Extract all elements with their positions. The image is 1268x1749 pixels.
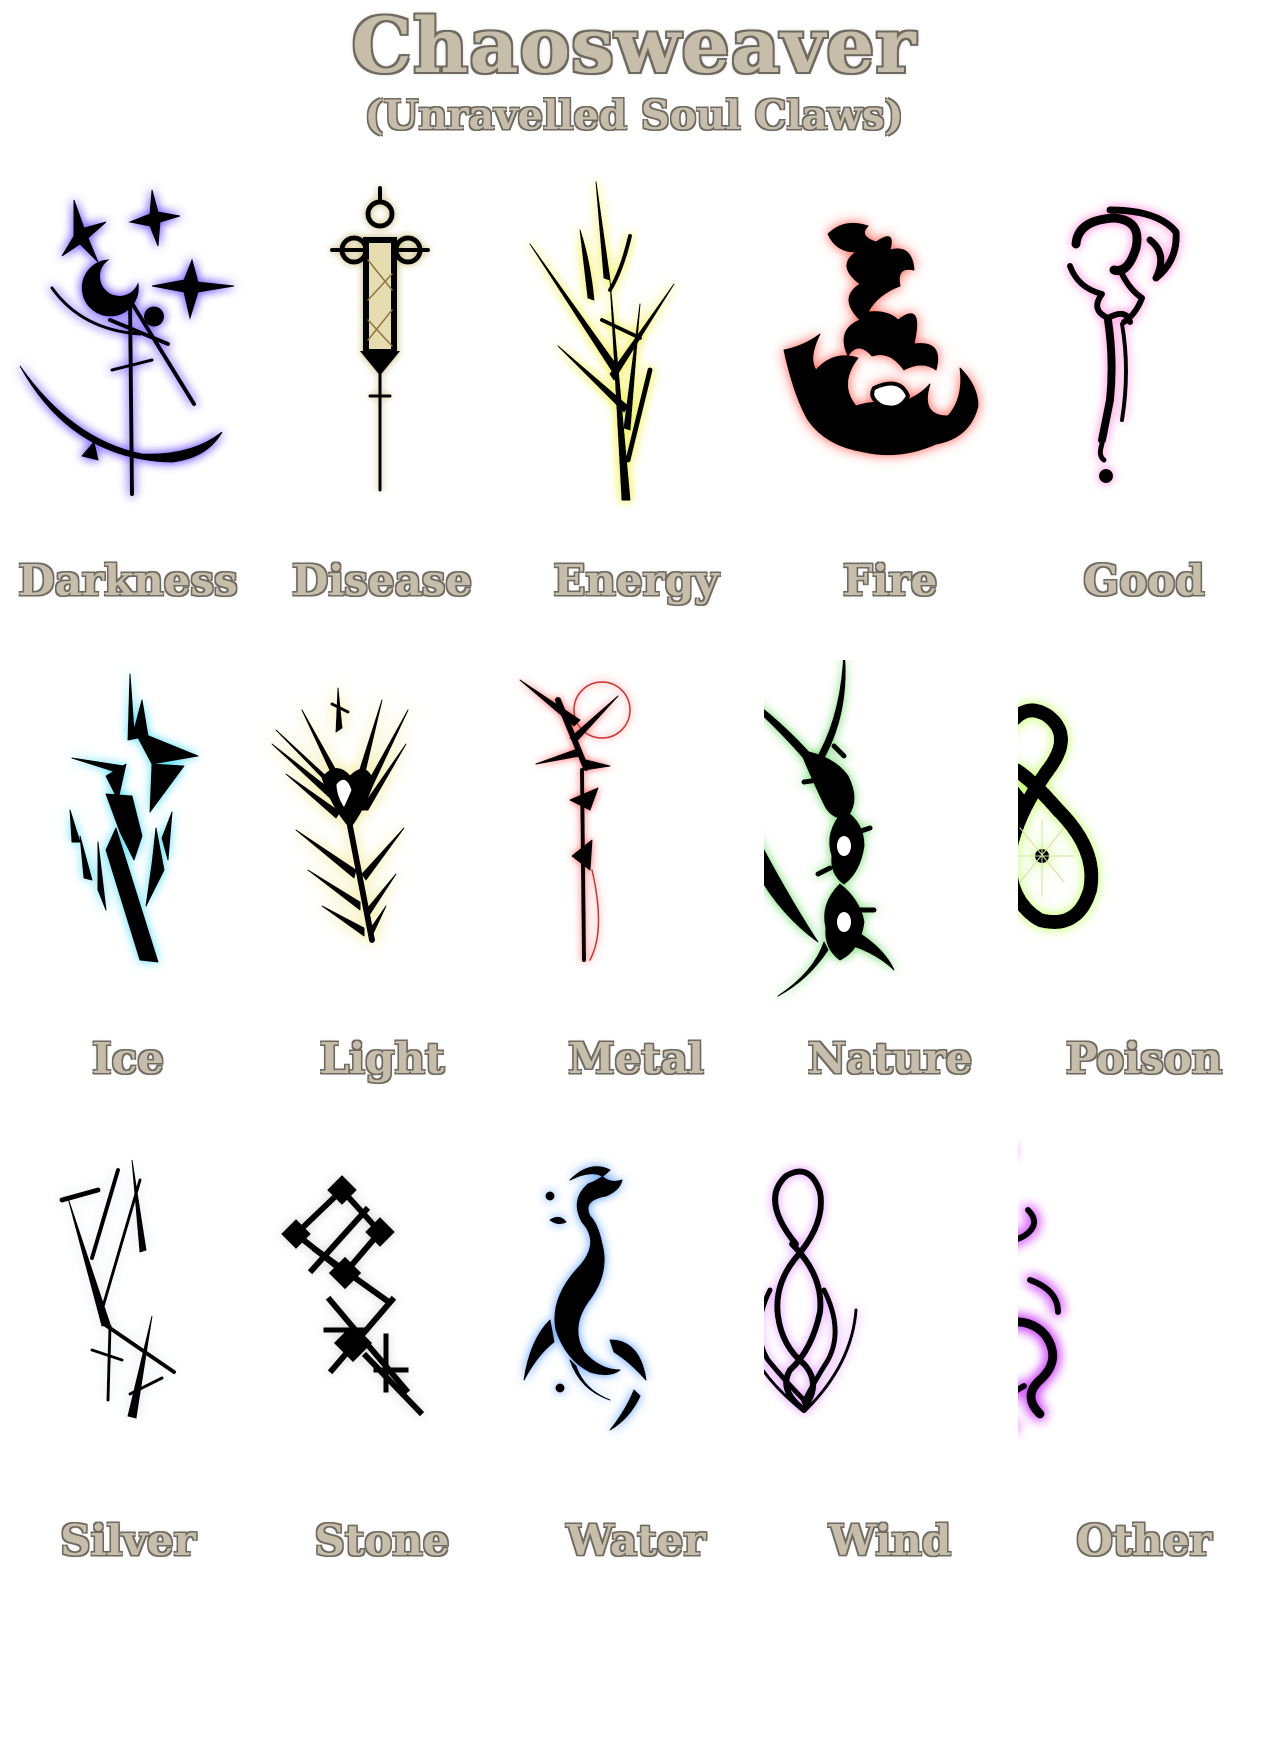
symbol-label: Ice xyxy=(92,1034,164,1083)
symbol-label: Other xyxy=(1076,1516,1212,1565)
symbol-label: Darkness xyxy=(18,556,238,605)
symbol-label: Poison xyxy=(1065,1034,1223,1083)
symbol-card-light: Light xyxy=(256,660,508,1180)
other-claw-icon xyxy=(1018,1207,1061,1419)
ice-claw-icon xyxy=(69,673,199,963)
symbol-card-ice: Ice xyxy=(2,660,254,1180)
symbol-label: Wind xyxy=(828,1516,952,1565)
page-subtitle: (Unravelled Soul Claws) xyxy=(364,92,904,139)
water-claw-icon xyxy=(523,1166,647,1431)
symbol-card-silver: Silver xyxy=(2,1140,254,1660)
symbol-card-good: Good xyxy=(1018,170,1268,690)
symbol-label: Energy xyxy=(553,556,719,605)
poison-claw-icon xyxy=(1018,703,1099,929)
symbol-label: Good xyxy=(1083,556,1205,605)
silver-claw-icon xyxy=(59,1159,176,1419)
light-claw-icon xyxy=(271,687,409,943)
symbol-label: Silver xyxy=(60,1516,196,1565)
wind-claw-icon xyxy=(764,1168,858,1413)
symbol-card-wind: Wind xyxy=(764,1140,1016,1660)
symbol-card-darkness: Darkness xyxy=(2,170,254,690)
symbol-card-water: Water xyxy=(510,1140,762,1660)
symbol-card-other: Other xyxy=(1018,1140,1268,1660)
symbol-card-energy: Energy xyxy=(510,170,762,690)
symbol-label: Disease xyxy=(291,556,473,605)
good-claw-icon xyxy=(1067,206,1180,483)
darkness-claw-icon xyxy=(19,189,235,496)
stone-claw-icon xyxy=(281,1175,425,1417)
energy-claw-icon xyxy=(529,181,675,501)
symbol-label: Nature xyxy=(807,1034,973,1083)
symbol-card-fire: Fire xyxy=(764,170,1016,690)
disease-claw-icon xyxy=(330,186,430,492)
symbol-label: Fire xyxy=(842,556,938,605)
symbol-label: Light xyxy=(319,1034,445,1083)
symbol-card-poison: Poison xyxy=(1018,660,1268,1180)
symbol-card-metal: Metal xyxy=(510,660,762,1180)
metal-claw-icon xyxy=(519,679,631,962)
symbol-label: Metal xyxy=(568,1034,704,1083)
symbol-label: Stone xyxy=(314,1516,450,1565)
page-title: Chaosweaver xyxy=(351,1,917,90)
symbol-label: Water xyxy=(566,1516,706,1565)
fire-claw-icon xyxy=(783,222,979,456)
symbol-card-stone: Stone xyxy=(256,1140,508,1660)
symbol-card-nature: Nature xyxy=(764,660,1016,1180)
symbol-card-disease: Disease xyxy=(256,170,508,690)
nature-claw-icon xyxy=(764,660,895,997)
